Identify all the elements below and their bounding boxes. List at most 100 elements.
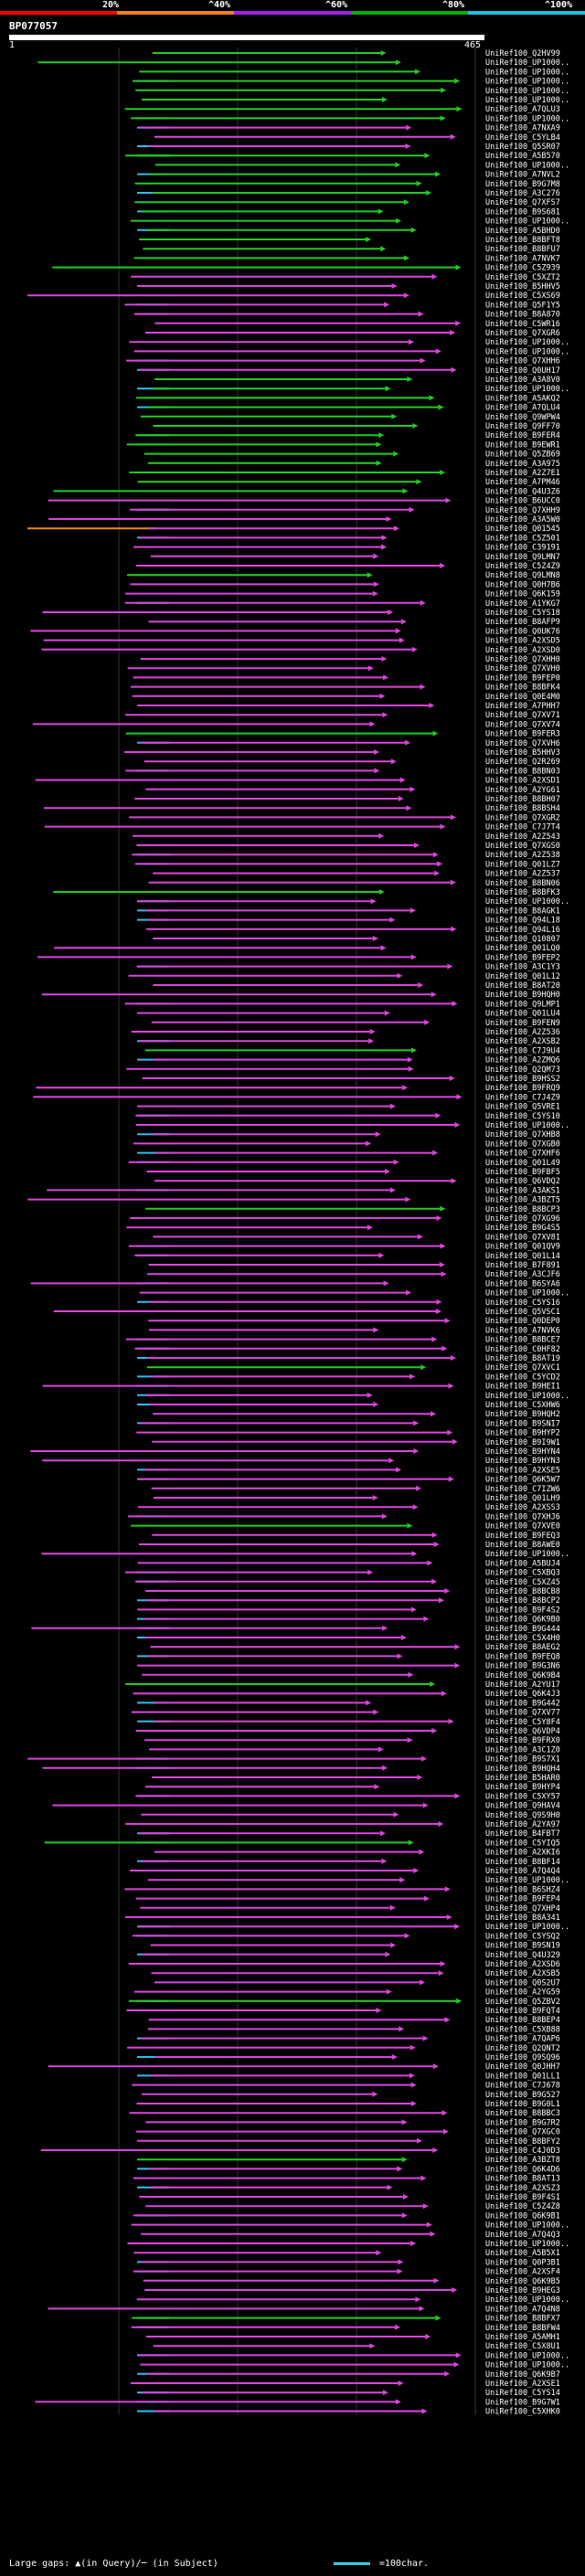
hit-label[interactable]: UniRef100_Q2QM73 xyxy=(485,1065,560,1075)
hit-label[interactable]: UniRef100_UP1000.. xyxy=(485,2295,569,2305)
hit-label[interactable]: UniRef100_Q6K9B4 xyxy=(485,1671,560,1680)
hit-label[interactable]: UniRef100_Q6K9B7 xyxy=(485,2370,560,2380)
hit-label[interactable]: UniRef100_Q2R269 xyxy=(485,758,560,767)
hit-label[interactable]: UniRef100_B8BH07 xyxy=(485,795,560,804)
hit-label[interactable]: UniRef100_UP1000.. xyxy=(485,87,569,96)
hit-label[interactable]: UniRef100_A3C1Z0 xyxy=(485,1745,560,1754)
hit-label[interactable]: UniRef100_A3A975 xyxy=(485,460,560,469)
hit-label[interactable]: UniRef100_UP1000.. xyxy=(485,78,569,87)
hit-label[interactable]: UniRef100_B8BEP4 xyxy=(485,2016,560,2025)
hit-label[interactable]: UniRef100_B8BFU7 xyxy=(485,245,560,254)
hit-label[interactable]: UniRef100_Q0E4M0 xyxy=(485,693,560,702)
hit-label[interactable]: UniRef100_Q7XHH0 xyxy=(485,655,560,664)
hit-label[interactable]: UniRef100_C5Z4Z9 xyxy=(485,562,560,571)
hit-label[interactable]: UniRef100_Q9SQ96 xyxy=(485,2053,560,2062)
hit-label[interactable]: UniRef100_B9FRQ9 xyxy=(485,1084,560,1093)
hit-label[interactable]: UniRef100_Q7XV74 xyxy=(485,720,560,729)
hit-label[interactable]: UniRef100_C7J9U4 xyxy=(485,1046,560,1055)
hit-label[interactable]: UniRef100_C5YLB4 xyxy=(485,133,560,143)
hit-label[interactable]: UniRef100_C7J4Z9 xyxy=(485,1093,560,1102)
hit-label[interactable]: UniRef100_C5XHK0 xyxy=(485,2408,560,2417)
hit-label[interactable]: UniRef100_A2Z537 xyxy=(485,870,560,879)
hit-label[interactable]: UniRef100_A7Q4Q3 xyxy=(485,2231,560,2240)
hit-label[interactable]: UniRef100_B9F4S2 xyxy=(485,1606,560,1615)
hit-label[interactable]: UniRef100_C7IZW6 xyxy=(485,1485,560,1494)
hit-label[interactable]: UniRef100_B9HYP2 xyxy=(485,1429,560,1438)
hit-label[interactable]: UniRef100_A7QAP6 xyxy=(485,2035,560,2044)
hit-label[interactable]: UniRef100_Q7XVH0 xyxy=(485,664,560,673)
hit-label[interactable]: UniRef100_Q94L16 xyxy=(485,926,560,935)
hit-label[interactable]: UniRef100_B9SNI7 xyxy=(485,1419,560,1428)
hit-label[interactable]: UniRef100_C5XBQ3 xyxy=(485,1569,560,1578)
hit-label[interactable]: UniRef100_UP1000.. xyxy=(485,1121,569,1130)
hit-label[interactable]: UniRef100_UP1000.. xyxy=(485,1289,569,1299)
hit-label[interactable]: UniRef100_Q5VSC1 xyxy=(485,1308,560,1317)
hit-label[interactable]: UniRef100_B9S681 xyxy=(485,207,560,217)
hit-label[interactable]: UniRef100_B6SHZ4 xyxy=(485,1885,560,1894)
hit-label[interactable]: UniRef100_Q7XG96 xyxy=(485,1214,560,1224)
hit-label[interactable]: UniRef100_A7Q4N8 xyxy=(485,2305,560,2314)
hit-label[interactable]: UniRef100_Q01L49 xyxy=(485,1159,560,1168)
hit-label[interactable]: UniRef100_B9FEN9 xyxy=(485,1019,560,1028)
hit-label[interactable]: UniRef100_UP1000.. xyxy=(485,897,569,906)
hit-label[interactable]: UniRef100_Q6K5W7 xyxy=(485,1476,560,1485)
hit-label[interactable]: UniRef100_Q2QNT2 xyxy=(485,2044,560,2053)
hit-label[interactable]: UniRef100_A7PHH7 xyxy=(485,702,560,711)
hit-label[interactable]: UniRef100_B9FER3 xyxy=(485,730,560,739)
hit-label[interactable]: UniRef100_UP1000.. xyxy=(485,1923,569,1932)
hit-label[interactable]: UniRef100_B9I9W1 xyxy=(485,1438,560,1447)
hit-label[interactable]: UniRef100_Q7XHH6 xyxy=(485,357,560,366)
hit-label[interactable]: UniRef100_A2Z538 xyxy=(485,851,560,860)
hit-label[interactable]: UniRef100_C5XZT2 xyxy=(485,273,560,282)
hit-label[interactable]: UniRef100_B8AGK1 xyxy=(485,906,560,916)
hit-label[interactable]: UniRef100_Q7XHJ6 xyxy=(485,1512,560,1521)
hit-label[interactable]: UniRef100_C5Z501 xyxy=(485,534,560,543)
hit-label[interactable]: UniRef100_B8BBC3 xyxy=(485,2109,560,2118)
hit-label[interactable]: UniRef100_C5YSQ2 xyxy=(485,1932,560,1941)
hit-label[interactable]: UniRef100_C5YS18 xyxy=(485,609,560,618)
hit-label[interactable]: UniRef100_Q7XVE0 xyxy=(485,1522,560,1532)
hit-label[interactable]: UniRef100_Q4U329 xyxy=(485,1951,560,1960)
hit-label[interactable]: UniRef100_C5X4H0 xyxy=(485,1634,560,1643)
hit-label[interactable]: UniRef100_B8A341 xyxy=(485,1913,560,1923)
hit-label[interactable]: UniRef100_B5HHV5 xyxy=(485,282,560,292)
hit-label[interactable]: UniRef100_B8A870 xyxy=(485,311,560,320)
hit-label[interactable]: UniRef100_B8BFK4 xyxy=(485,684,560,693)
hit-label[interactable]: UniRef100_A5BHD0 xyxy=(485,227,560,236)
hit-label[interactable]: UniRef100_A2Z536 xyxy=(485,1028,560,1037)
hit-label[interactable]: UniRef100_B9FRX0 xyxy=(485,1736,560,1745)
hit-label[interactable]: UniRef100_A5B570 xyxy=(485,152,560,161)
hit-label[interactable]: UniRef100_UP1000.. xyxy=(485,2351,569,2360)
hit-label[interactable]: UniRef100_A2XSZ3 xyxy=(485,2184,560,2193)
hit-label[interactable]: UniRef100_B8BFW4 xyxy=(485,2324,560,2333)
hit-label[interactable]: UniRef100_A2XSD5 xyxy=(485,637,560,646)
hit-label[interactable]: UniRef100_B9HEI1 xyxy=(485,1383,560,1392)
hit-label[interactable]: UniRef100_B9FEP4 xyxy=(485,1895,560,1904)
hit-label[interactable]: UniRef100_Q7XHB8 xyxy=(485,1130,560,1140)
hit-label[interactable]: UniRef100_B9HQH4 xyxy=(485,1765,560,1774)
hit-label[interactable]: UniRef100_Q01L14 xyxy=(485,1252,560,1261)
hit-label[interactable]: UniRef100_B9G7W1 xyxy=(485,2398,560,2407)
hit-label[interactable]: UniRef100_Q9HAV4 xyxy=(485,1802,560,1811)
hit-label[interactable]: UniRef100_A7PM46 xyxy=(485,478,560,487)
hit-label[interactable]: UniRef100_B9F4S1 xyxy=(485,2193,560,2202)
hit-label[interactable]: UniRef100_C5XHW6 xyxy=(485,1401,560,1410)
hit-label[interactable]: UniRef100_Q01545 xyxy=(485,525,560,534)
hit-label[interactable]: UniRef100_C39191 xyxy=(485,544,560,553)
hit-label[interactable]: UniRef100_UP1000.. xyxy=(485,1550,569,1559)
hit-label[interactable]: UniRef100_A5AKQ2 xyxy=(485,394,560,403)
hit-label[interactable]: UniRef100_Q9LMN8 xyxy=(485,571,560,580)
hit-label[interactable]: UniRef100_B8BSH4 xyxy=(485,804,560,813)
hit-label[interactable]: UniRef100_UP1000.. xyxy=(485,2361,569,2370)
hit-label[interactable]: UniRef100_A3A5W0 xyxy=(485,515,560,525)
hit-label[interactable]: UniRef100_B9G0L1 xyxy=(485,2100,560,2109)
hit-label[interactable]: UniRef100_UP1000.. xyxy=(485,114,569,123)
hit-label[interactable]: UniRef100_Q01LH9 xyxy=(485,1494,560,1503)
hit-label[interactable]: UniRef100_UP1000.. xyxy=(485,58,569,68)
hit-label[interactable]: UniRef100_B9HYN4 xyxy=(485,1447,560,1457)
hit-label[interactable]: UniRef100_Q10807 xyxy=(485,935,560,944)
hit-label[interactable]: UniRef100_C7J678 xyxy=(485,2082,560,2091)
hit-label[interactable]: UniRef100_Q01QV9 xyxy=(485,1243,560,1252)
hit-label[interactable]: UniRef100_Q9LMN7 xyxy=(485,553,560,562)
hit-label[interactable]: UniRef100_A7QLU4 xyxy=(485,404,560,413)
